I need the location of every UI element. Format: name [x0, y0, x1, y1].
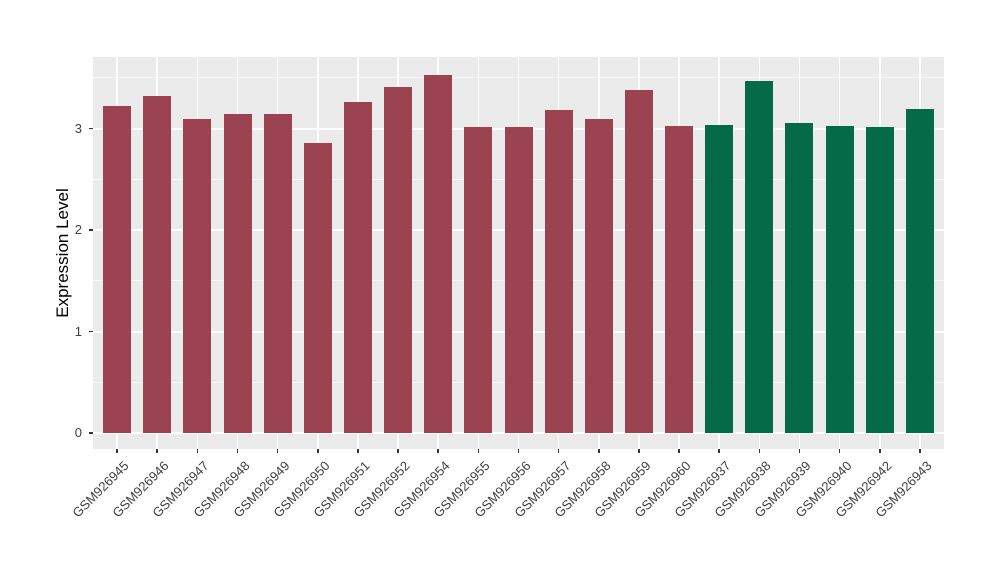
y-tick-label: 2 — [74, 222, 82, 238]
bar-GSM926959 — [624, 89, 653, 433]
x-tick-mark — [116, 449, 118, 453]
x-tick-mark — [919, 449, 921, 453]
x-tick-mark — [879, 449, 881, 453]
x-tick-mark — [236, 449, 239, 453]
y-tick-mark — [89, 127, 93, 130]
bar-GSM926957 — [544, 110, 573, 433]
x-tick-mark — [276, 449, 279, 453]
x-tick-mark — [397, 449, 399, 453]
bar-GSM926955 — [464, 127, 493, 433]
plot-panel — [93, 57, 944, 449]
bar-GSM926945 — [103, 106, 132, 433]
bar-GSM926952 — [384, 86, 413, 433]
x-tick-mark — [437, 449, 439, 453]
bar-GSM926940 — [825, 126, 854, 433]
y-tick-label: 0 — [74, 425, 82, 441]
bar-GSM926937 — [705, 125, 734, 433]
y-tick-label: 3 — [74, 120, 82, 136]
bar-GSM926943 — [905, 109, 934, 433]
x-tick-mark — [196, 449, 199, 453]
x-tick-mark — [798, 449, 801, 453]
y-tick-mark — [89, 330, 93, 333]
x-tick-mark — [838, 449, 841, 453]
x-tick-mark — [638, 449, 640, 453]
y-tick-mark — [89, 229, 93, 231]
y-axis-title: Expression Level — [53, 188, 72, 318]
bar-GSM926960 — [665, 126, 694, 433]
bar-GSM926946 — [143, 96, 172, 433]
y-tick-mark — [89, 432, 93, 434]
x-tick-mark — [517, 449, 520, 453]
bar-GSM926958 — [584, 119, 613, 433]
x-tick-mark — [357, 449, 359, 453]
bar-GSM926939 — [785, 123, 814, 433]
bar-GSM926938 — [745, 80, 774, 433]
bar-GSM926949 — [263, 114, 292, 433]
x-tick-mark — [598, 449, 600, 453]
x-tick-mark — [156, 449, 158, 453]
x-tick-mark — [317, 449, 319, 453]
x-tick-mark — [678, 449, 680, 453]
bar-GSM926956 — [504, 127, 533, 433]
bar-GSM926951 — [343, 102, 372, 433]
bar-GSM926948 — [223, 114, 252, 433]
x-tick-mark — [758, 449, 761, 453]
bar-GSM926950 — [303, 142, 332, 433]
bar-GSM926954 — [424, 74, 453, 433]
x-tick-mark — [477, 449, 480, 453]
x-tick-mark — [718, 449, 720, 453]
bar-GSM926947 — [183, 119, 212, 433]
y-tick-label: 1 — [74, 323, 82, 339]
x-tick-mark — [557, 449, 560, 453]
bar-GSM926942 — [865, 127, 894, 433]
